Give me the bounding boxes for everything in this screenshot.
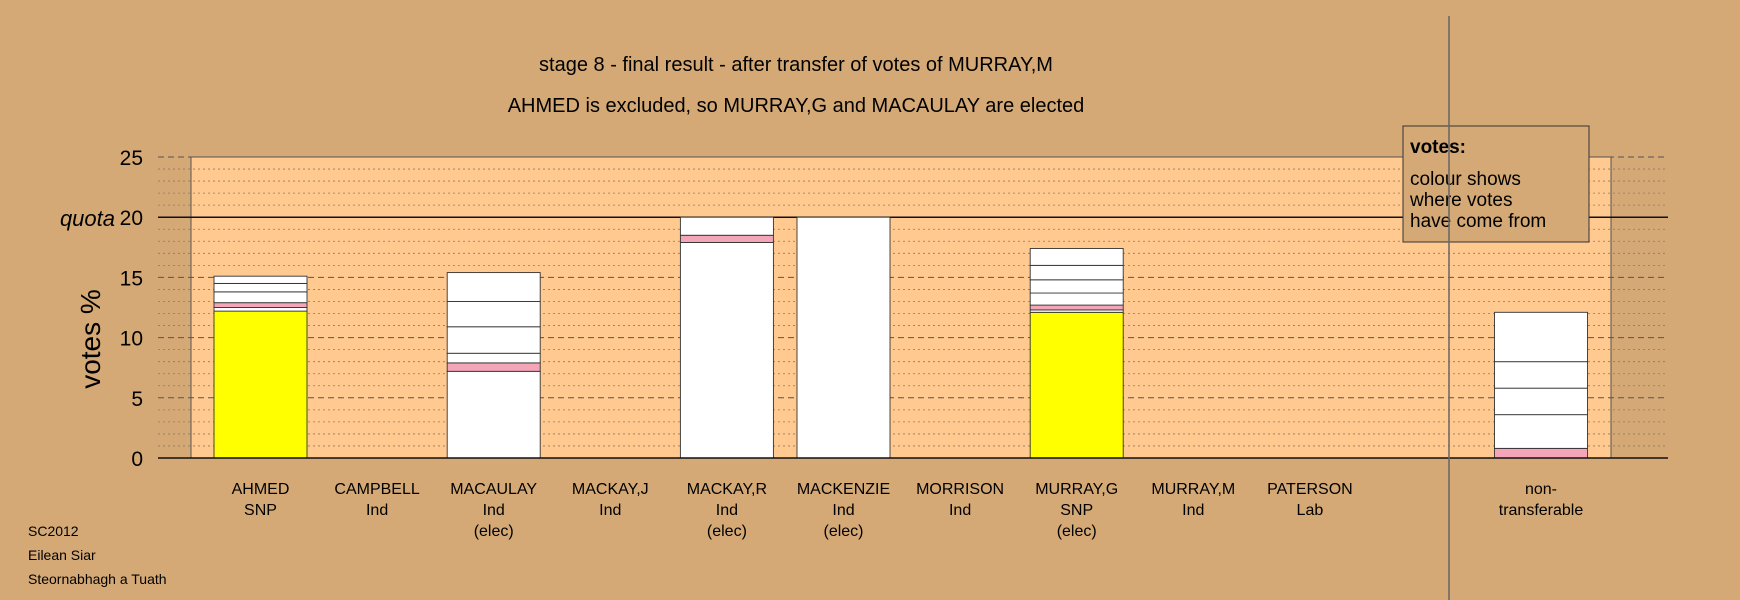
bar-segment [796,216,891,459]
x-tick-label: (elec) [1057,523,1097,540]
y-tick-label: 10 [120,328,143,351]
bar-segment [679,234,774,243]
y-tick-label: 0 [131,448,143,471]
x-tick-label: Ind [949,502,971,519]
bar-segment [213,302,308,308]
bar-segment [213,307,308,312]
bar-segment [446,272,541,302]
bar-segment [1494,414,1588,449]
x-tick-label: MACAULAY [450,481,537,498]
footer-line: Eilean Siar [28,547,96,563]
x-tick-label: Lab [1297,502,1324,519]
x-tick-label: Ind [599,502,621,519]
legend-line: where votes [1409,190,1512,211]
footer-line: SC2012 [28,523,79,539]
bar-segment [213,282,308,293]
x-tick-label: Ind [832,502,854,519]
bar-segment [1029,292,1124,306]
chart-subtitle: AHMED is excluded, so MURRAY,G and MACAU… [508,95,1085,117]
legend-box [1402,125,1590,243]
x-tick-label: MURRAY,G [1035,481,1118,498]
bar-segment [1029,279,1124,294]
plot-area [190,156,1612,459]
bar-segment [446,352,541,364]
bar-segment [446,362,541,372]
x-tick-label: AHMED [232,481,290,498]
x-axis-labels: AHMED SNP CAMPBELL Ind MACAULAY Ind (elec) MACK… [232,481,1584,540]
bar-segment [679,216,774,236]
bar-segment [1494,387,1588,416]
y-axis-label: votes % [75,289,106,389]
x-tick-label: SNP [1060,502,1093,519]
y-tick-label: 20 [120,207,143,230]
y-tick-label: 25 [120,147,143,170]
x-tick-label: MACKAY,J [572,481,649,498]
x-tick-label: Ind [366,502,388,519]
x-tick-label: (elec) [474,523,514,540]
x-tick-label: MURRAY,M [1151,481,1235,498]
bar-segment [446,326,541,354]
x-tick-label: MACKAY,R [687,481,767,498]
footer-line: Steornabhagh a Tuath [28,571,167,587]
x-tick-label: (elec) [823,523,863,540]
y-tick-label: 15 [120,267,143,290]
bar-segment [1494,311,1588,363]
bar-segment [1029,264,1124,281]
x-tick-label: PATERSON [1267,481,1353,498]
bar-segment [446,370,541,459]
x-tick-label: transferable [1499,502,1584,519]
x-tick-label: SNP [244,502,277,519]
bars [213,216,1588,459]
x-tick-label: Ind [1182,502,1204,519]
bar-segment [1029,304,1124,311]
plot-background [190,156,1612,459]
legend-title: votes: [1410,137,1466,158]
x-tick-label: MACKENZIE [797,481,890,498]
x-tick-label: Ind [716,502,738,519]
bar-segment [213,291,308,304]
y-tick-label: 5 [131,388,143,411]
bar-segment [679,242,774,459]
x-tick-label: CAMPBELL [334,481,419,498]
axis: 0 5 10 15 20 25 [120,147,1668,471]
x-tick-label: non- [1525,481,1557,498]
grid [158,156,1668,447]
legend-line: have come from [1410,211,1546,232]
chart-title: stage 8 - final result - after transfer … [539,54,1053,76]
bar-segment [1494,361,1588,389]
x-tick-label: Ind [483,502,505,519]
bar-segment [213,310,308,459]
legend-line: colour shows [1410,169,1521,190]
legend: votes: colour shows where votes have com… [1402,125,1590,243]
bar-segment [1494,447,1588,459]
quota-label: quota [60,206,115,231]
bar-segment [1029,311,1124,459]
x-tick-label: (elec) [707,523,747,540]
bar-segment [1029,248,1124,266]
x-tick-label: MORRISON [916,481,1004,498]
bar-segment [446,301,541,328]
bar-segment [213,275,308,284]
